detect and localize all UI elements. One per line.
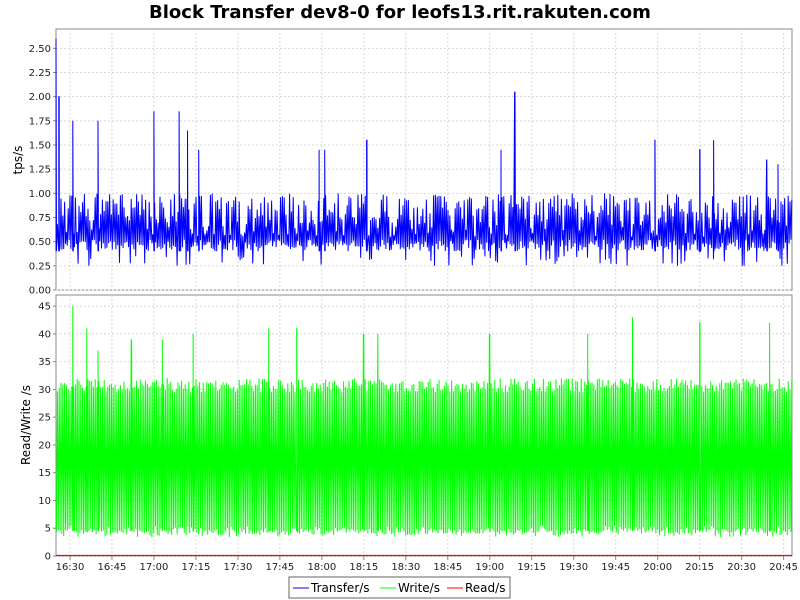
y-tick-label: 2.50	[29, 44, 51, 55]
panel-readwrite-series	[56, 306, 793, 557]
x-tick-label: 19:45	[601, 562, 630, 573]
panel-transfer-y-ticks: 0.00 0.25 0.50 0.75 1.00 1.25 1.50 1.75 2.00 2.25…	[29, 44, 56, 297]
y-tick-label: 1.25	[29, 165, 51, 176]
chart-title: Block Transfer dev8-0 for leofs13.rit.ra…	[149, 2, 651, 23]
x-tick-label: 18:45	[433, 562, 462, 573]
y-tick-label: 1.75	[29, 116, 51, 127]
x-tick-label: 20:30	[727, 562, 756, 573]
x-tick-label: 17:45	[265, 562, 294, 573]
x-axis-ticks: 16:30 16:45 17:00 17:15 17:30 17:45 18:00 18:15…	[56, 556, 798, 573]
y-tick-label: 45	[38, 302, 51, 313]
legend-label-transfer: Transfer/s	[310, 581, 370, 595]
y-tick-label: 1.00	[29, 189, 51, 200]
y-tick-label: 0.25	[29, 261, 51, 272]
y-tick-label: 30	[38, 385, 51, 396]
y-tick-label: 5	[45, 524, 51, 535]
y-tick-label: 1.50	[29, 141, 51, 152]
x-tick-label: 19:00	[475, 562, 504, 573]
y-tick-label: 0.00	[29, 286, 51, 297]
x-tick-label: 19:30	[559, 562, 588, 573]
x-tick-label: 20:45	[769, 562, 798, 573]
x-tick-label: 17:30	[223, 562, 252, 573]
x-tick-label: 16:30	[56, 562, 85, 573]
y-tick-label: 15	[38, 468, 51, 479]
x-tick-label: 19:15	[517, 562, 546, 573]
panel-transfer: 0.00 0.25 0.50 0.75 1.00 1.25 1.50 1.75 2.00 2.25…	[11, 28, 793, 297]
legend-label-read: Read/s	[465, 581, 505, 595]
legend-label-write: Write/s	[398, 581, 440, 595]
y-tick-label: 0	[45, 552, 51, 563]
series-line-transfer-s	[55, 38, 793, 266]
panel-transfer-series	[55, 38, 793, 266]
series-line-write-s	[56, 306, 793, 538]
y-tick-label: 40	[38, 329, 51, 340]
x-tick-label: 17:15	[182, 562, 211, 573]
y-tick-label: 0.50	[29, 237, 51, 248]
y-tick-label: 2.00	[29, 92, 51, 103]
x-tick-label: 17:00	[140, 562, 169, 573]
legend-box	[288, 576, 511, 599]
y-axis-label-readwrite: Read/Write /s	[19, 385, 33, 465]
x-tick-label: 18:30	[391, 562, 420, 573]
legend: Transfer/s Write/s Read/s	[288, 576, 511, 599]
y-axis-label-transfer: tps/s	[11, 146, 25, 175]
panel-readwrite-y-ticks: 0 5 10 15 20 25 30 35 40 45	[38, 302, 56, 563]
y-tick-label: 10	[38, 496, 51, 507]
x-tick-label: 18:15	[349, 562, 378, 573]
y-tick-label: 25	[38, 413, 51, 424]
x-tick-label: 20:15	[685, 562, 714, 573]
y-tick-label: 2.25	[29, 68, 51, 79]
y-tick-label: 35	[38, 357, 51, 368]
panel-readwrite: 0 5 10 15 20 25 30 35 40 45 Read/Write /s	[19, 294, 793, 563]
x-tick-label: 16:45	[98, 562, 127, 573]
x-tick-label: 20:00	[643, 562, 672, 573]
y-tick-label: 20	[38, 440, 51, 451]
y-tick-label: 0.75	[29, 213, 51, 224]
x-tick-label: 18:00	[307, 562, 336, 573]
